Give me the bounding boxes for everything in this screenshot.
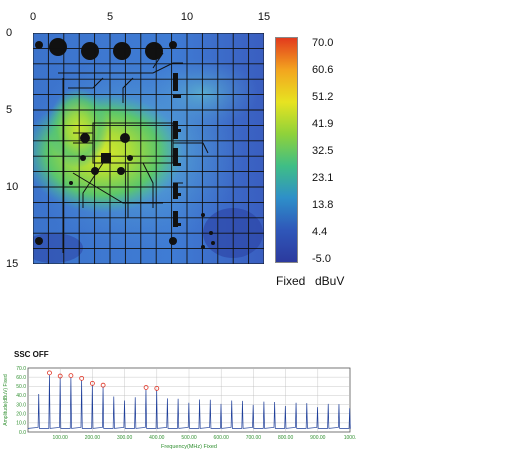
peak-marker (79, 375, 85, 381)
spectrum-x-tick-label: 400.00 (149, 435, 165, 441)
x-tick-label: 10 (180, 11, 194, 23)
x-tick-label: 5 (106, 11, 114, 23)
peak-marker (47, 370, 52, 376)
spectrum-y-ticks: 70.0 60.0 50.0 40.0 30.0 20.0 10.0 0.0 (16, 366, 26, 436)
spectrum-x-tick-label: 500.00 (181, 435, 197, 441)
spectrum-x-tick-label: 300.00 (117, 435, 133, 441)
colorbar-tick-label: 13.8 (312, 199, 334, 211)
spectrum-x-tick-label: 200.00 (85, 435, 101, 441)
spectrum-y-tick-label: 0.0 (19, 430, 26, 436)
spectrum-x-axis-label: Frequency(MHz) Fixed (161, 444, 217, 450)
spectrum-y-tick-label: 20.0 (16, 412, 26, 418)
y-tick-label: 0 (6, 27, 13, 39)
pcb-overlay (58, 52, 209, 253)
spectrum-y-axis-label: Amplitude(dBuV) Fixed (3, 374, 9, 426)
heatmap-panel (33, 33, 264, 264)
colorbar-tick-label: 32.5 (312, 145, 334, 157)
peak-marker (57, 373, 63, 379)
colorbar-mode-label: Fixed (276, 274, 306, 288)
peak-marker (154, 385, 160, 391)
spectrum-peak-markers (47, 370, 160, 391)
pcb-connectors (101, 73, 181, 227)
spectrum-y-tick-label: 10.0 (16, 421, 26, 427)
x-tick-label: 15 (257, 11, 271, 23)
y-tick-label: 15 (6, 258, 19, 270)
spectrum-trace (27, 374, 351, 429)
colorbar-tick-label: 4.4 (312, 226, 328, 238)
colorbar (275, 37, 298, 263)
spectrum-y-tick-label: 40.0 (16, 393, 26, 399)
spectrum-y-tick-label: 70.0 (16, 366, 26, 372)
spectrum-chart: 70.0 60.0 50.0 40.0 30.0 20.0 10.0 0.0 100.00 20… (0, 360, 360, 460)
colorbar-tick-label: 60.6 (312, 64, 334, 76)
spectrum-x-ticks: 100.00 200.00 300.00 400.00 500.00 600.00 700.… (53, 435, 357, 441)
spectrum-x-tick-label: 1000. (344, 435, 357, 441)
colorbar-tick-label: 70.0 (312, 37, 334, 49)
colorbar-tick-label: 23.1 (312, 172, 334, 184)
heatmap-grid (33, 33, 264, 264)
peak-marker (100, 382, 106, 388)
colorbar-unit-label: dBuV (315, 274, 345, 288)
peak-marker (143, 385, 149, 390)
x-tick-label: 0 (29, 11, 37, 23)
spectrum-x-tick-label: 900.00 (310, 435, 326, 441)
spectrum-title: SSC OFF (14, 350, 49, 359)
field-lowspot (33, 233, 83, 263)
spectrum-x-tick-label: 800.00 (278, 435, 294, 441)
colorbar-tick-label: -5.0 (312, 253, 331, 265)
peak-marker (68, 373, 74, 379)
spectrum-x-tick-label: 100.00 (53, 435, 69, 441)
spectrum-x-tick-label: 700.00 (246, 435, 262, 441)
spectrum-y-tick-label: 30.0 (16, 402, 26, 408)
colorbar-tick-label: 41.9 (312, 118, 334, 130)
y-tick-label: 5 (6, 104, 13, 116)
spectrum-y-tick-label: 50.0 (16, 384, 26, 390)
spectrum-y-tick-label: 60.0 (16, 375, 26, 381)
spectrum-x-tick-label: 600.00 (214, 435, 230, 441)
colorbar-tick-label: 51.2 (312, 91, 334, 103)
y-tick-label: 10 (6, 181, 19, 193)
peak-marker (90, 380, 95, 386)
